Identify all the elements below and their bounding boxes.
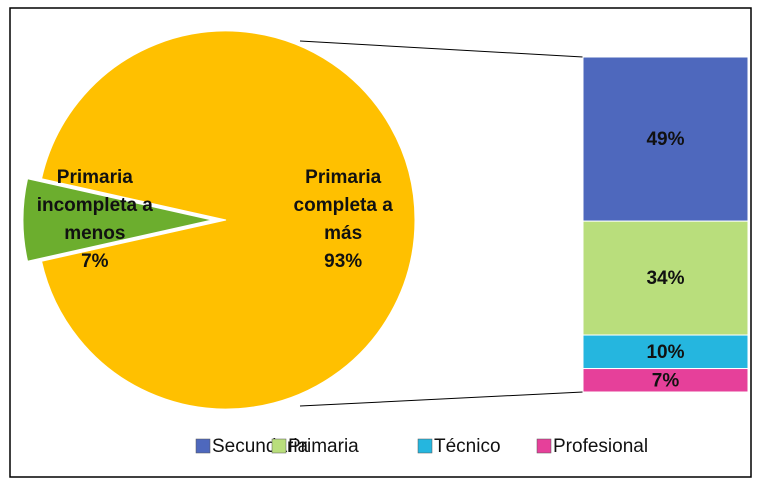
bar-value-label: 34% bbox=[646, 268, 684, 289]
bar-segment bbox=[582, 334, 749, 370]
connector-line bbox=[299, 391, 584, 407]
pie-slice bbox=[40, 30, 416, 410]
bar-segment bbox=[582, 368, 749, 393]
bar-value-label: 10% bbox=[646, 342, 684, 363]
bar-segment bbox=[582, 56, 749, 222]
pie-value-label: 93% bbox=[324, 251, 363, 272]
bar-value-label: 49% bbox=[646, 129, 684, 150]
pie-label: Primaria incompleta a menos 7% bbox=[30, 164, 160, 276]
pie-value-label: 7% bbox=[81, 251, 109, 272]
legend-swatch bbox=[417, 438, 433, 454]
bar-value-label: 7% bbox=[652, 370, 680, 391]
pie-category-label: Primaria completa a más bbox=[293, 167, 393, 244]
pie-slice bbox=[22, 178, 213, 262]
pie-label: Primaria completa a más 93% bbox=[278, 164, 408, 276]
legend-label: Profesional bbox=[553, 436, 648, 457]
legend-swatch bbox=[195, 438, 211, 454]
pie-category-label: Primaria incompleta a menos bbox=[36, 167, 153, 244]
legend-swatch bbox=[536, 438, 552, 454]
connector-line bbox=[299, 40, 584, 58]
legend-label: Técnico bbox=[434, 436, 501, 457]
bar-segment bbox=[582, 220, 749, 336]
legend-label: Primaria bbox=[288, 436, 359, 457]
legend-swatch bbox=[271, 438, 287, 454]
